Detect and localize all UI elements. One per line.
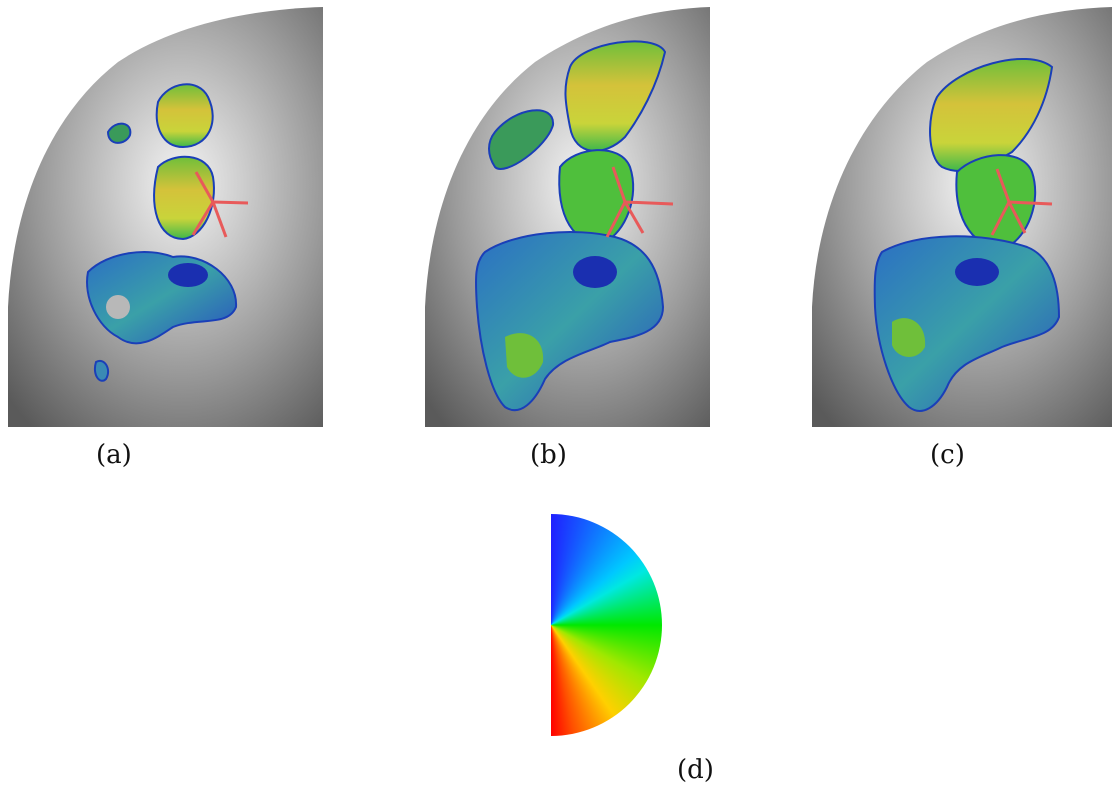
panel-c bbox=[797, 7, 1112, 427]
brain-surface-c bbox=[812, 7, 1112, 427]
caption-d: (d) bbox=[677, 755, 714, 785]
brain-surface-a bbox=[8, 7, 323, 427]
brain-surface-b bbox=[425, 7, 710, 427]
caption-b: (b) bbox=[530, 440, 567, 470]
caption-a: (a) bbox=[96, 440, 132, 470]
caption-c: (c) bbox=[930, 440, 965, 470]
panel-a bbox=[8, 7, 323, 427]
color-wheel-disc bbox=[551, 514, 662, 736]
panel-b bbox=[395, 7, 710, 427]
orientation-marker bbox=[191, 171, 249, 238]
orientation-color-wheel bbox=[551, 514, 663, 736]
